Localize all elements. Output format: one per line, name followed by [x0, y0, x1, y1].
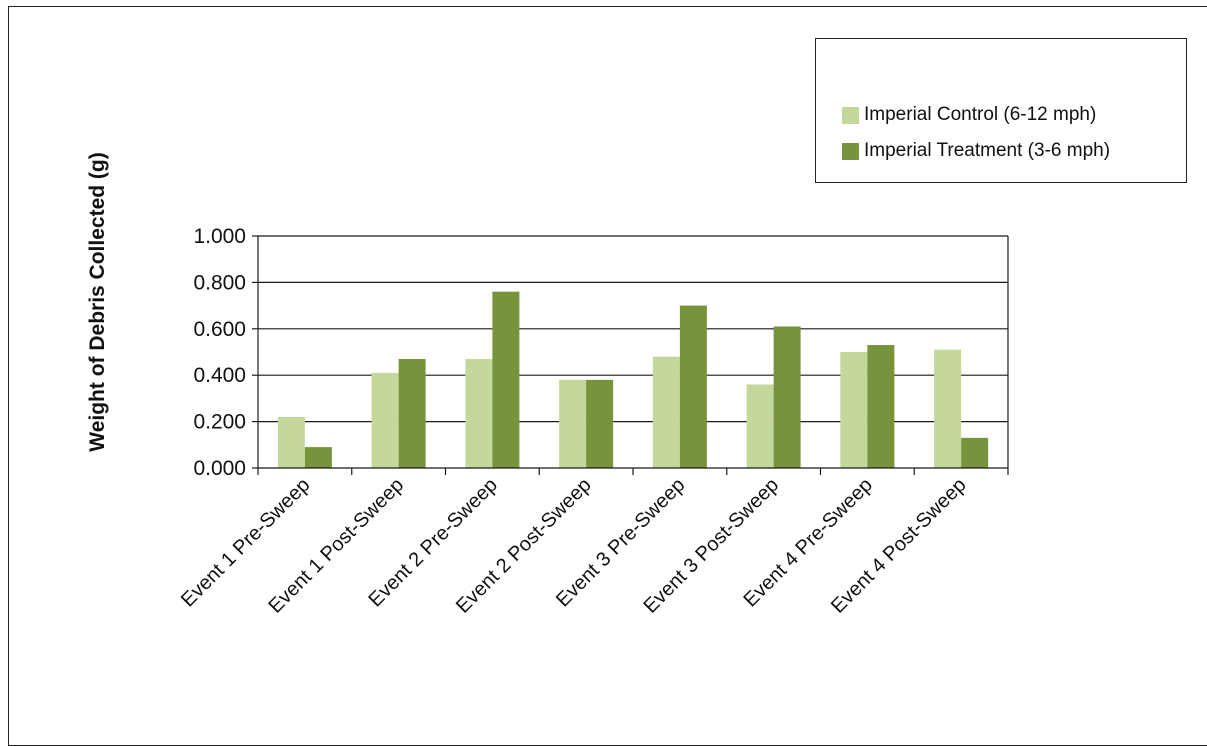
y-tick-label: 0.200 — [193, 411, 246, 434]
legend-swatch-treatment — [842, 142, 859, 160]
bar-control — [277, 416, 305, 468]
bar-control — [465, 358, 493, 468]
legend: Imperial Control (6-12 mph) Imperial Tre… — [815, 38, 1187, 183]
bar-control — [840, 352, 868, 468]
axes — [252, 235, 1009, 475]
legend-swatch-control — [842, 106, 859, 124]
bar-control — [371, 372, 399, 468]
y-tick-label: 0.000 — [193, 457, 246, 480]
bar-treatment — [398, 358, 426, 468]
bar-treatment — [867, 345, 895, 468]
legend-item-treatment: Imperial Treatment (3-6 mph) — [842, 139, 1110, 163]
y-tick-label: 1.000 — [193, 225, 246, 248]
bar-treatment — [679, 305, 707, 468]
bar-control — [652, 356, 680, 468]
bar-treatment — [961, 437, 989, 468]
gridlines — [258, 235, 1008, 423]
y-tick-label: 0.800 — [193, 271, 246, 294]
bar-treatment — [773, 326, 801, 468]
y-tick-labels: 0.000 0.200 0.400 0.600 0.800 1.000 — [193, 225, 246, 480]
legend-label-treatment: Imperial Treatment (3-6 mph) — [864, 140, 1111, 161]
y-tick-label: 0.400 — [193, 364, 246, 387]
bar-control — [559, 379, 587, 468]
bar-control — [746, 384, 774, 468]
y-tick-label: 0.600 — [193, 318, 246, 341]
bar-control — [934, 349, 962, 468]
bar-treatment — [586, 379, 614, 468]
bar-treatment — [304, 447, 332, 468]
bars — [277, 291, 989, 468]
y-axis-label: Weight of Debris Collected (g) — [86, 152, 109, 451]
legend-item-control: Imperial Control (6-12 mph) — [842, 103, 1096, 127]
legend-label-control: Imperial Control (6-12 mph) — [864, 104, 1097, 125]
bar-treatment — [492, 291, 520, 468]
